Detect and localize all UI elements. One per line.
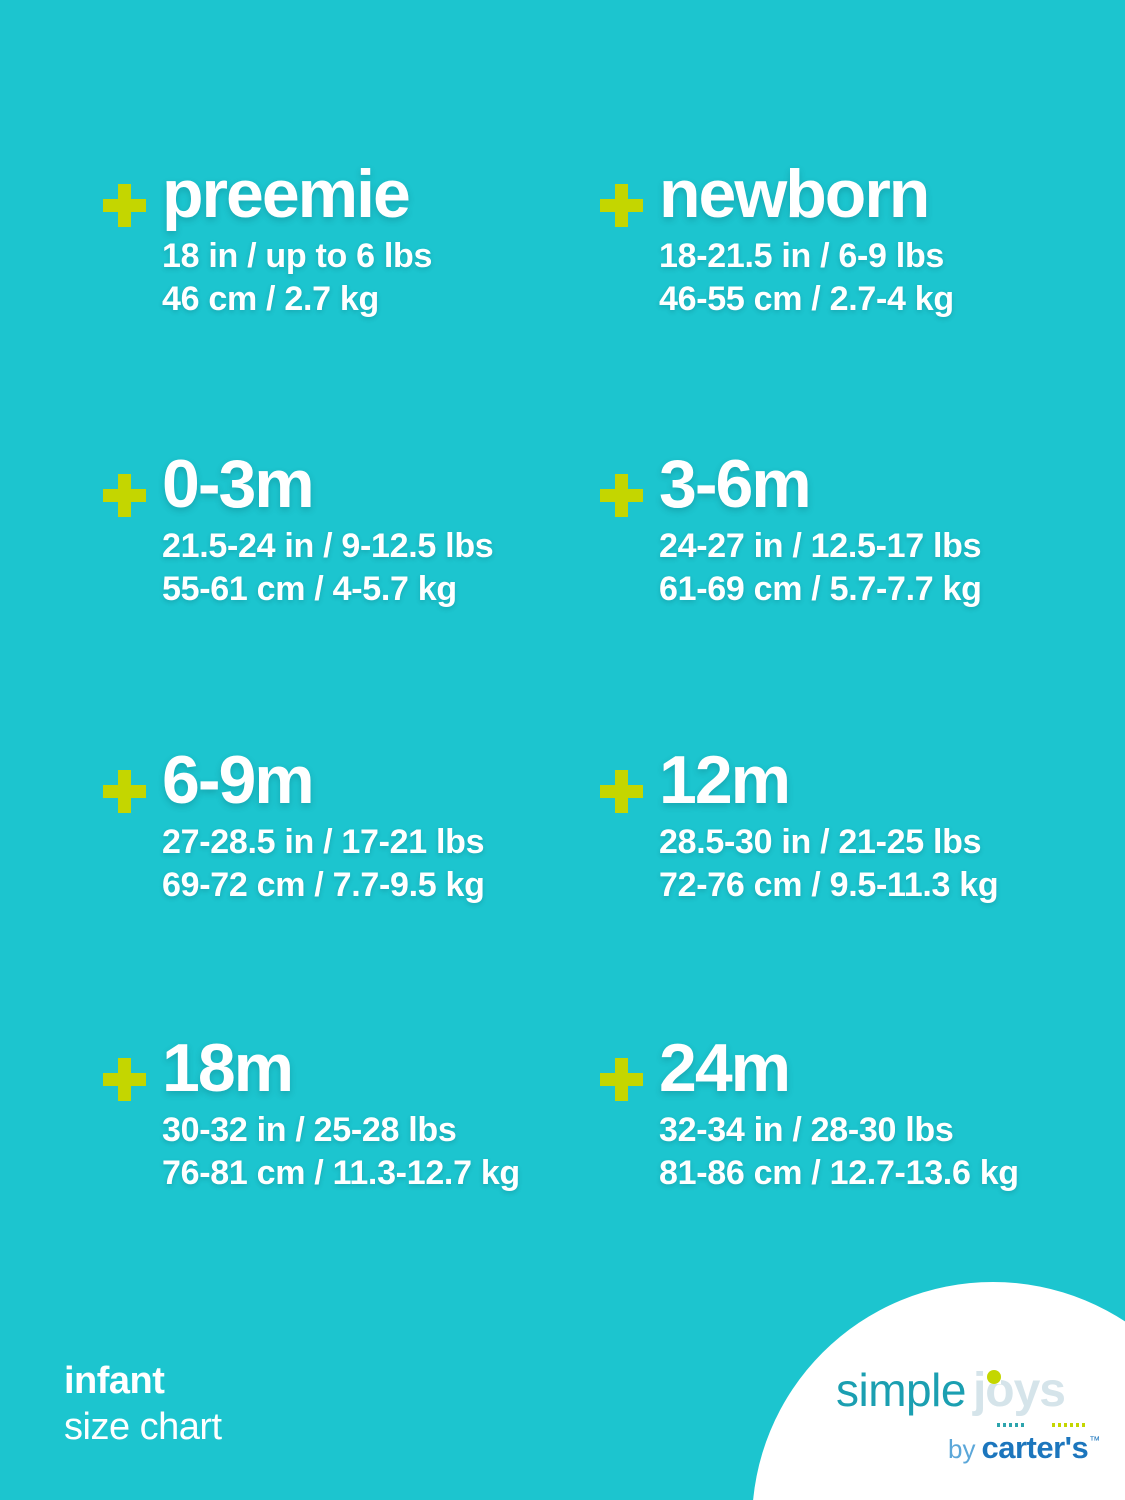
size-cell-0-3m: 0-3m 21.5-24 in / 9-12.5 lbs 55-61 cm / … [103, 446, 494, 611]
chart-title: infant [64, 1360, 165, 1402]
logo-j-dot-icon [987, 1370, 1001, 1384]
size-metric: 81-86 cm / 12.7-13.6 kg [659, 1154, 1019, 1192]
size-label: 12m [659, 742, 791, 818]
size-text-block: 6-9m 27-28.5 in / 17-21 lbs 69-72 cm / 7… [162, 744, 485, 907]
plus-icon [600, 474, 643, 517]
logo-brand-wrap: carter's™ [981, 1430, 1101, 1466]
size-label: 0-3m [162, 446, 315, 522]
size-metric: 55-61 cm / 4-5.7 kg [162, 570, 457, 608]
size-text-block: preemie 18 in / up to 6 lbs 46 cm / 2.7 … [162, 158, 432, 321]
chart-subtitle: size chart [64, 1406, 222, 1448]
logo-yellow-dots-icon [1052, 1423, 1086, 1427]
brand-byline: by carter's™ [948, 1430, 1101, 1466]
size-metric: 72-76 cm / 9.5-11.3 kg [659, 866, 999, 904]
brand-logo: simple joys [836, 1364, 1066, 1416]
size-text-block: 24m 32-34 in / 28-30 lbs 81-86 cm / 12.7… [659, 1032, 1019, 1195]
logo-brand-name: carter's [981, 1430, 1089, 1465]
plus-icon [600, 770, 643, 813]
size-label: preemie [162, 156, 411, 232]
size-cell-12m: 12m 28.5-30 in / 21-25 lbs 72-76 cm / 9.… [600, 742, 999, 907]
size-imperial: 27-28.5 in / 17-21 lbs [162, 823, 485, 861]
size-label: 6-9m [162, 742, 315, 818]
logo-teal-dots-icon [997, 1423, 1025, 1427]
size-cell-24m: 24m 32-34 in / 28-30 lbs 81-86 cm / 12.7… [600, 1032, 1019, 1195]
size-metric: 61-69 cm / 5.7-7.7 kg [659, 570, 982, 608]
size-cell-3-6m: 3-6m 24-27 in / 12.5-17 lbs 61-69 cm / 5… [600, 448, 982, 611]
size-imperial: 28.5-30 in / 21-25 lbs [659, 823, 982, 861]
plus-icon [103, 474, 146, 517]
trademark-symbol: ™ [1089, 1435, 1101, 1447]
size-metric: 46-55 cm / 2.7-4 kg [659, 280, 954, 318]
size-imperial: 24-27 in / 12.5-17 lbs [659, 527, 982, 565]
plus-icon [103, 1058, 146, 1101]
size-text-block: 18m 30-32 in / 25-28 lbs 76-81 cm / 11.3… [162, 1032, 520, 1195]
size-text-block: 0-3m 21.5-24 in / 9-12.5 lbs 55-61 cm / … [162, 446, 494, 611]
size-row-4: 18m 30-32 in / 25-28 lbs 76-81 cm / 11.3… [0, 1032, 1125, 1272]
plus-icon [600, 1058, 643, 1101]
plus-icon [103, 184, 146, 227]
size-text-block: 12m 28.5-30 in / 21-25 lbs 72-76 cm / 9.… [659, 742, 999, 907]
size-imperial: 21.5-24 in / 9-12.5 lbs [162, 527, 494, 565]
size-metric: 76-81 cm / 11.3-12.7 kg [162, 1154, 520, 1192]
plus-icon [600, 184, 643, 227]
size-label: 18m [162, 1030, 294, 1106]
logo-word-simple: simple [836, 1364, 966, 1416]
size-text-block: 3-6m 24-27 in / 12.5-17 lbs 61-69 cm / 5… [659, 448, 982, 611]
size-cell-6-9m: 6-9m 27-28.5 in / 17-21 lbs 69-72 cm / 7… [103, 744, 485, 907]
size-cell-18m: 18m 30-32 in / 25-28 lbs 76-81 cm / 11.3… [103, 1032, 520, 1195]
plus-icon [103, 770, 146, 813]
size-metric: 69-72 cm / 7.7-9.5 kg [162, 866, 485, 904]
size-text-block: newborn 18-21.5 in / 6-9 lbs 46-55 cm / … [659, 158, 954, 321]
size-row-3: 6-9m 27-28.5 in / 17-21 lbs 69-72 cm / 7… [0, 744, 1125, 984]
logo-by: by [948, 1434, 976, 1464]
size-label: 3-6m [659, 446, 812, 522]
size-imperial: 30-32 in / 25-28 lbs [162, 1111, 457, 1149]
size-cell-preemie: preemie 18 in / up to 6 lbs 46 cm / 2.7 … [103, 158, 432, 321]
chart-footer: infant size chart [64, 1358, 222, 1450]
size-row-1: preemie 18 in / up to 6 lbs 46 cm / 2.7 … [0, 158, 1125, 398]
size-row-2: 0-3m 21.5-24 in / 9-12.5 lbs 55-61 cm / … [0, 448, 1125, 688]
size-label: 24m [659, 1030, 791, 1106]
size-label: newborn [659, 156, 930, 232]
size-cell-newborn: newborn 18-21.5 in / 6-9 lbs 46-55 cm / … [600, 158, 954, 321]
size-imperial: 18 in / up to 6 lbs [162, 237, 433, 275]
size-metric: 46 cm / 2.7 kg [162, 280, 379, 318]
size-imperial: 18-21.5 in / 6-9 lbs [659, 237, 945, 275]
size-imperial: 32-34 in / 28-30 lbs [659, 1111, 954, 1149]
